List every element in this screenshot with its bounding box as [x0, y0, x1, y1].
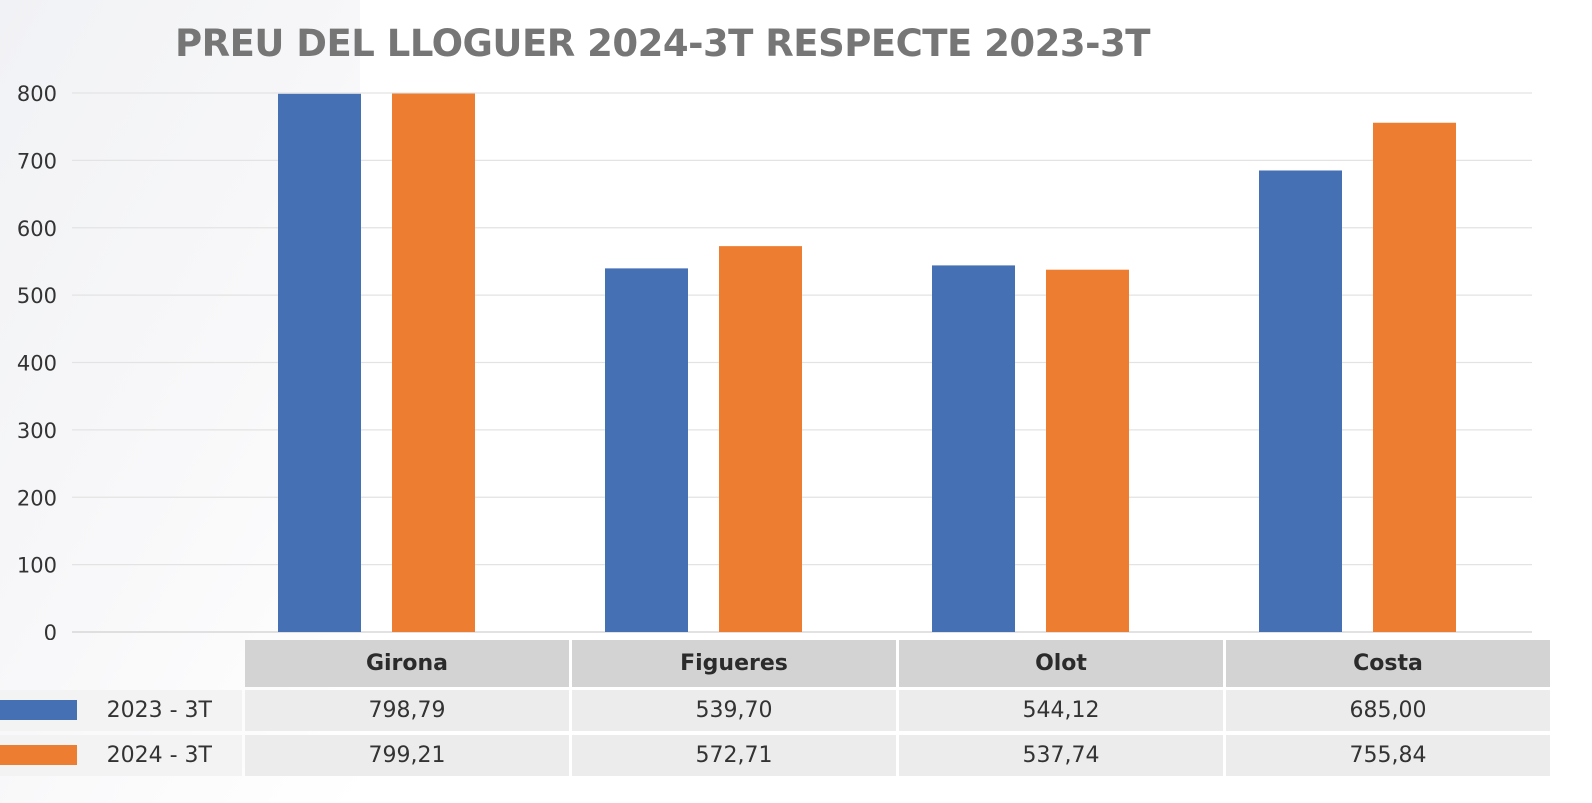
- bar-costa-series-1: [1259, 170, 1342, 632]
- x-tick-label: Costa: [1226, 640, 1550, 687]
- y-tick-label: 700: [17, 149, 57, 173]
- bar-olot-series-2: [1046, 269, 1129, 632]
- x-tick-label: Figueres: [572, 640, 896, 687]
- data-label: 539,70: [572, 690, 896, 731]
- data-label: 685,00: [1226, 690, 1550, 731]
- bar-figueres-series-1: [605, 268, 688, 632]
- y-tick-label: 500: [17, 284, 57, 308]
- bar-costa-series-2: [1373, 122, 1456, 632]
- data-label: 755,84: [1226, 735, 1550, 776]
- bar-olot-series-1: [932, 265, 1015, 632]
- data-label: 572,71: [572, 735, 896, 776]
- y-tick-label: 800: [17, 82, 57, 106]
- data-label: 799,21: [245, 735, 569, 776]
- y-tick-label: 100: [17, 554, 57, 578]
- y-tick-label: 300: [17, 419, 57, 443]
- y-tick-label: 400: [17, 352, 57, 376]
- bar-girona-series-2: [392, 93, 475, 632]
- y-tick-label: 200: [17, 486, 57, 510]
- legend-swatch: [0, 700, 77, 720]
- legend-swatch: [0, 745, 77, 765]
- chart-title: PREU DEL LLOGUER 2024-3T RESPECTE 2023-3…: [175, 22, 1150, 65]
- data-label: 544,12: [899, 690, 1223, 731]
- data-label: 537,74: [899, 735, 1223, 776]
- data-label: 798,79: [245, 690, 569, 731]
- data-table: Girona Figueres Olot Costa 2023 - 3T 798,79 53…: [0, 640, 1592, 790]
- y-tick-label: 0: [44, 621, 57, 640]
- x-tick-label: Girona: [245, 640, 569, 687]
- bar-figueres-series-2: [719, 246, 802, 632]
- x-tick-label: Olot: [899, 640, 1223, 687]
- y-tick-label: 600: [17, 217, 57, 241]
- bar-girona-series-1: [278, 93, 361, 632]
- bar-chart: 0 100 200 300 400 500 600 700 800: [17, 82, 1532, 640]
